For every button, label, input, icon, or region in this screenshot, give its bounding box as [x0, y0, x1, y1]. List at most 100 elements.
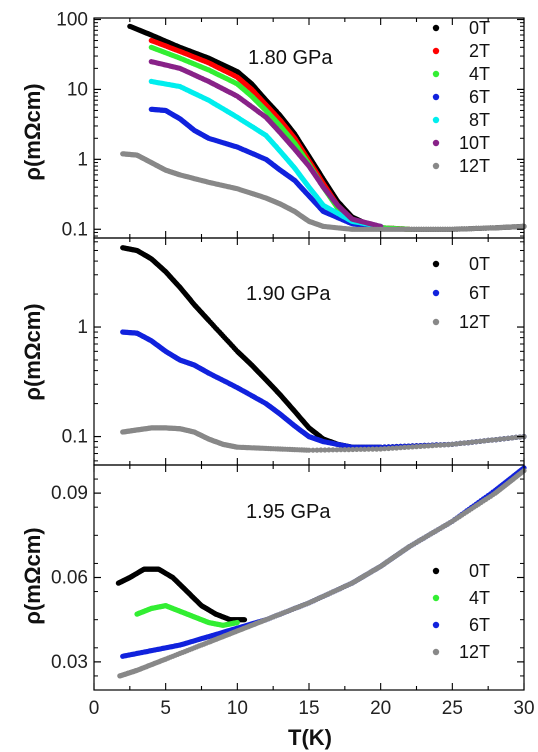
y-tick-label: 1	[77, 149, 88, 170]
data-point	[330, 447, 336, 453]
x-tick-label: 15	[298, 698, 319, 719]
x-tick-label: 25	[442, 698, 463, 719]
legend-marker	[432, 116, 440, 124]
data-point	[394, 445, 400, 451]
chart-panel: 0.1 1 0T 6T 12T	[62, 237, 527, 466]
legend-label: 4T	[469, 64, 490, 84]
data-point	[314, 447, 320, 453]
legend-label: 12T	[459, 642, 490, 662]
data-point	[354, 446, 360, 452]
data-point	[362, 446, 368, 452]
legend-label: 10T	[459, 133, 490, 153]
data-point	[318, 447, 324, 453]
legend-marker	[432, 162, 440, 170]
y-axis-title: ρ(mΩcm)	[20, 83, 45, 180]
data-series	[148, 59, 384, 229]
data-point	[326, 447, 332, 453]
legend-marker	[432, 24, 440, 32]
data-point	[497, 436, 503, 442]
data-point	[382, 446, 388, 452]
data-point	[421, 443, 428, 449]
data-point	[350, 446, 356, 453]
legend-marker	[432, 93, 440, 101]
x-axis-title: T(K)	[288, 725, 332, 750]
data-series	[120, 465, 527, 659]
data-point	[322, 447, 328, 453]
x-tick-label: 5	[160, 698, 171, 719]
data-point	[310, 447, 316, 453]
data-point	[457, 440, 463, 446]
x-tick-label: 0	[89, 698, 100, 719]
panel-label: 1.95 GPa	[246, 501, 331, 523]
y-tick-label: 0.06	[51, 568, 88, 589]
data-point	[441, 442, 447, 448]
data-point	[493, 437, 499, 443]
chart-panel: 0.03 0.06 0.09 0T 4T 6T 12T	[51, 464, 527, 691]
legend-marker	[432, 318, 440, 326]
y-axis-title: ρ(mΩcm)	[20, 303, 45, 400]
legend-marker	[432, 621, 440, 629]
y-tick-label: 10	[67, 79, 88, 100]
legend-label: 8T	[469, 110, 490, 130]
data-series	[134, 603, 240, 628]
data-point	[425, 443, 431, 449]
x-tick-label: 20	[370, 698, 391, 719]
y-tick-label: 0.1	[62, 427, 88, 448]
x-tick-label: 30	[513, 698, 534, 719]
data-point	[461, 440, 467, 446]
y-tick-label: 1	[77, 317, 88, 338]
panel-label: 1.90 GPa	[246, 283, 331, 305]
data-series	[120, 151, 527, 232]
y-tick-label: 0.09	[51, 483, 88, 504]
y-axis-title: ρ(mΩcm)	[20, 527, 45, 624]
legend-label: 12T	[459, 312, 490, 332]
data-point	[390, 445, 396, 451]
data-point	[433, 442, 439, 448]
data-point	[370, 446, 376, 452]
data-point	[417, 443, 424, 449]
legend-label: 6T	[469, 615, 490, 635]
data-series	[148, 78, 384, 229]
data-point	[509, 435, 515, 441]
data-point	[346, 447, 352, 453]
x-tick-label: 10	[227, 698, 248, 719]
legend-marker	[432, 47, 440, 55]
data-series	[115, 566, 248, 623]
data-point	[477, 438, 483, 444]
data-point	[465, 440, 471, 446]
data-point	[402, 444, 408, 450]
y-tick-label: 0.1	[62, 219, 88, 240]
data-point	[334, 447, 340, 453]
data-point	[485, 437, 491, 443]
data-point	[241, 617, 248, 623]
panel-1-80gpa: 1.80 GPa ρ(mΩcm)	[20, 47, 333, 181]
data-point	[453, 441, 459, 447]
data-point	[366, 446, 372, 452]
panel-1-95gpa: 1.95 GPa ρ(mΩcm)	[20, 501, 331, 625]
data-point	[437, 442, 443, 448]
legend-marker	[432, 289, 440, 297]
data-point	[358, 446, 364, 452]
data-point	[405, 444, 412, 450]
data-point	[386, 445, 392, 452]
chart-panel: 0.1 1 10 100 0T 2T 4T 6T 8T 10T 12T	[56, 9, 527, 240]
data-point	[413, 444, 420, 450]
legend-marker	[432, 139, 440, 147]
data-point	[398, 445, 404, 451]
legend-marker	[432, 567, 440, 575]
data-series	[120, 245, 527, 450]
data-point	[234, 619, 240, 626]
data-point	[473, 439, 479, 445]
data-point	[429, 443, 435, 449]
data-series	[120, 329, 527, 450]
data-point	[489, 437, 495, 443]
panel-1-90gpa: 1.90 GPa ρ(mΩcm)	[20, 283, 331, 401]
legend-label: 12T	[459, 156, 490, 176]
data-point	[449, 441, 455, 447]
data-point	[338, 447, 344, 453]
data-point	[342, 447, 348, 453]
panel-label: 1.80 GPa	[248, 47, 333, 69]
data-point	[505, 435, 511, 441]
data-point	[409, 444, 416, 450]
